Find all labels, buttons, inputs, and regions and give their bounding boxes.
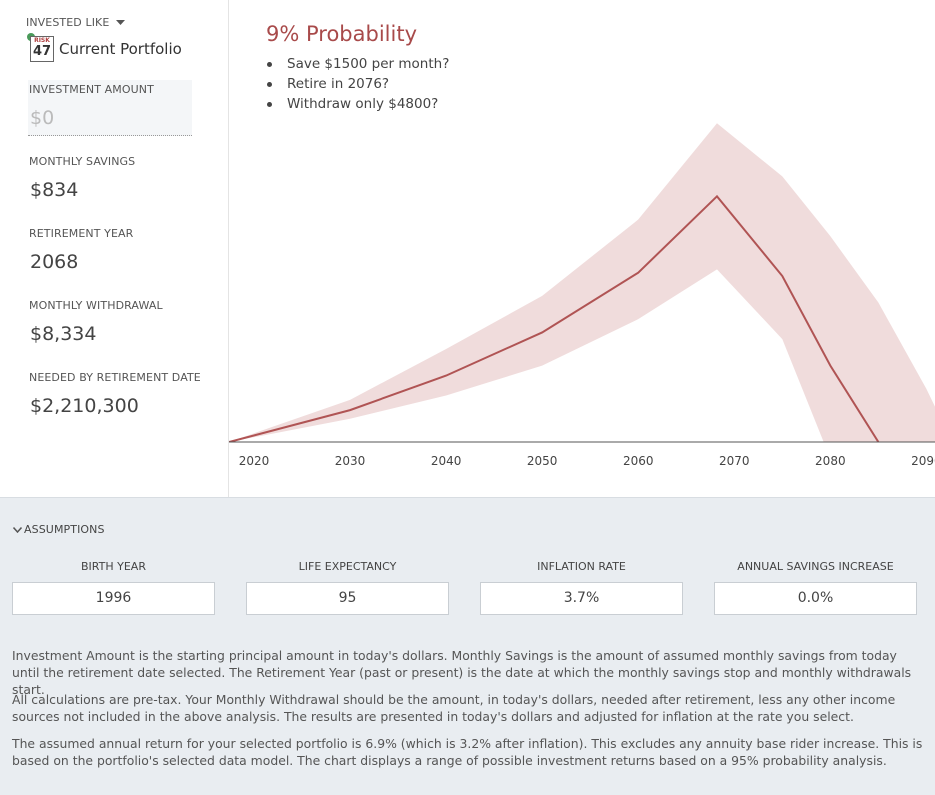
input-label: LIFE EXPECTANCY: [298, 560, 397, 573]
field-label: RETIREMENT YEAR: [29, 227, 134, 240]
field-value[interactable]: 2068: [30, 251, 79, 273]
input-label: BIRTH YEAR: [81, 560, 146, 573]
risk-box: RISK 47: [30, 36, 54, 62]
note-paragraph: All calculations are pre-tax. Your Month…: [12, 692, 896, 724]
field-value[interactable]: $2,210,300: [30, 395, 139, 417]
assumptions-panel: ASSUMPTIONS BIRTH YEAR 1996 LIFE EXPECTANC…: [0, 497, 935, 795]
invested-like-label: INVESTED LIKE: [26, 16, 110, 29]
risk-label: RISK: [34, 37, 50, 44]
x-tick-label: 2040: [431, 454, 462, 468]
risk-badge: RISK 47: [27, 33, 54, 62]
plot: [229, 123, 935, 442]
caret: [116, 20, 126, 25]
suggestion: Withdraw only $4800?: [287, 96, 439, 112]
assumptions-title: ASSUMPTIONS: [24, 523, 105, 536]
x-tick-label: 2080: [815, 454, 846, 468]
invested-like-menu[interactable]: INVESTED LIKE: [26, 16, 126, 29]
probability-title: 9% Probability: [266, 22, 417, 46]
bullet-dot: [267, 62, 272, 67]
portfolio-name[interactable]: Current Portfolio: [59, 40, 182, 58]
field-value[interactable]: $0: [30, 107, 55, 129]
bullet-dot: [267, 82, 272, 87]
assumptions-toggle[interactable]: ASSUMPTIONS: [12, 523, 105, 536]
suggestion: Retire in 2076?: [287, 76, 390, 92]
median-line: [229, 194, 880, 442]
field-label: INVESTMENT AMOUNT: [29, 83, 154, 96]
x-tick-label: 2070: [719, 454, 750, 468]
chart: 2020 2030 2040 2050 2060 2070 2080 2090: [229, 123, 935, 468]
chevron: [12, 527, 23, 534]
suggestion: Save $1500 per month?: [287, 56, 450, 72]
input-box[interactable]: 0.0%: [714, 582, 917, 615]
note-paragraph: The assumed annual return for your selec…: [12, 736, 923, 768]
sidebar: INVESTED LIKE RISK 47 Current Portfolio …: [0, 0, 228, 497]
note-paragraph: Investment Amount is the starting princi…: [12, 648, 912, 697]
x-tick-label: 2050: [527, 454, 558, 468]
field-value[interactable]: $834: [30, 179, 79, 201]
input-box[interactable]: 1996: [12, 582, 215, 615]
input-label: ANNUAL SAVINGS INCREASE: [737, 560, 894, 573]
input-box[interactable]: 95: [246, 582, 449, 615]
bullet-dot: [267, 102, 272, 107]
field-label: MONTHLY SAVINGS: [29, 155, 136, 168]
field-label: NEEDED BY RETIREMENT DATE: [29, 371, 201, 384]
x-tick-label: 2030: [335, 454, 366, 468]
input-box[interactable]: 3.7%: [480, 582, 683, 615]
x-tick-label: 2060: [623, 454, 654, 468]
field-label: MONTHLY WITHDRAWAL: [29, 299, 163, 312]
x-tick-label: 2090: [911, 454, 935, 468]
x-tick-label: 2020: [239, 454, 270, 468]
chart-pane: 9% Probability Save $1500 per month? Reti…: [228, 0, 935, 497]
confidence-band: [229, 123, 935, 442]
investment-field-bg[interactable]: [28, 80, 192, 136]
field-value[interactable]: $8,334: [30, 323, 97, 345]
risk-value: 47: [32, 44, 52, 59]
input-label: INFLATION RATE: [537, 560, 626, 573]
